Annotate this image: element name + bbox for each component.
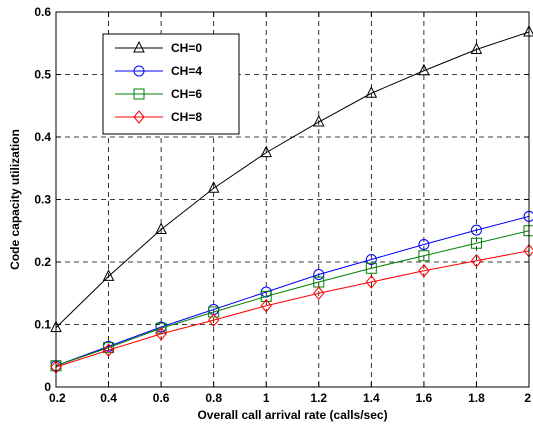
- legend-marker: [133, 40, 145, 53]
- data-point: [155, 222, 167, 234]
- data-point: [418, 63, 430, 76]
- data-point: [102, 269, 115, 281]
- data-point: [260, 298, 272, 313]
- data-point: [470, 237, 482, 249]
- x-tick-label: 0.8: [205, 391, 222, 405]
- series-CH=6: [50, 225, 533, 372]
- x-tick-label: 1.6: [416, 391, 433, 405]
- data-point: [312, 114, 325, 127]
- y-tick-label: 0.3: [34, 193, 51, 207]
- legend-label: CH=0: [171, 41, 202, 55]
- y-axis-label: Code capacity utilization: [8, 129, 22, 270]
- data-point: [365, 86, 378, 98]
- x-tick-label: 0.6: [153, 391, 170, 405]
- data-point: [470, 42, 483, 54]
- legend-marker: [133, 88, 145, 100]
- y-tick-label: 0.5: [34, 68, 51, 82]
- legend-label: CH=4: [171, 64, 202, 78]
- data-point: [155, 327, 167, 341]
- x-tick-label: 1.8: [468, 391, 485, 405]
- data-point: [365, 262, 377, 274]
- data-point: [418, 239, 430, 250]
- data-point: [418, 263, 430, 278]
- series-line: [55, 31, 530, 328]
- data-point: [365, 275, 377, 289]
- data-point: [260, 290, 272, 302]
- data-point: [470, 253, 483, 268]
- y-tick-label: 0.1: [34, 318, 51, 332]
- series-line: [55, 230, 530, 367]
- x-tick-label: 0.4: [100, 391, 117, 405]
- legend: CH=0 CH=4 CH=6 CH=8: [102, 33, 240, 135]
- series-layer: [50, 24, 533, 374]
- data-point: [155, 322, 167, 334]
- legend-label: CH=8: [171, 110, 202, 124]
- x-tick-label: 0.2: [49, 391, 66, 405]
- data-point: [103, 342, 115, 354]
- legend-marker: [133, 110, 145, 124]
- data-point: [365, 254, 377, 265]
- legend-label: CH=6: [171, 87, 202, 101]
- data-point: [207, 181, 220, 193]
- data-point: [260, 145, 273, 158]
- series-CH=0: [50, 24, 533, 333]
- legend-marker: [133, 65, 145, 77]
- data-point: [102, 343, 115, 357]
- x-tick-label: 1.2: [310, 391, 327, 405]
- series-line: [55, 215, 530, 367]
- y-tick-label: 0.2: [34, 255, 51, 269]
- x-tick-label: 1.4: [363, 391, 380, 405]
- data-point: [470, 224, 482, 236]
- y-tick-label: 0.6: [34, 5, 51, 19]
- series-CH=8: [50, 243, 533, 374]
- data-point: [313, 286, 325, 301]
- data-point: [208, 313, 220, 327]
- x-axis-label: Overall call arrival rate (calls/sec): [197, 408, 387, 422]
- data-point: [208, 306, 220, 318]
- y-tick-label: 0.4: [34, 130, 51, 144]
- x-tick-label: 1: [263, 391, 270, 405]
- data-point: [313, 269, 325, 280]
- series-CH=4: [50, 210, 533, 372]
- y-tick-label: 0: [44, 380, 51, 394]
- x-tick-label: 2: [524, 391, 531, 405]
- ticks: 0.2 0.4 0.6 0.8 1 1.2 1.4 1.6 1.8 2 0 0.1 0.2 0.3 0.4 0…: [34, 5, 531, 405]
- series-line: [55, 250, 530, 368]
- data-point: [418, 250, 430, 262]
